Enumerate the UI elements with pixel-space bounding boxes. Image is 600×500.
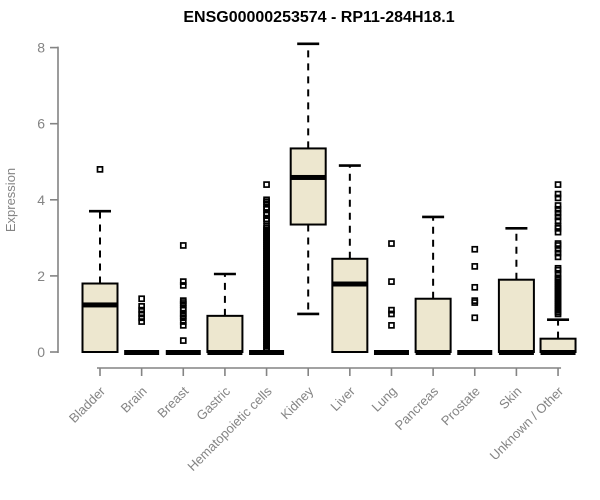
outlier-point: [179, 318, 187, 325]
median-line: [207, 350, 243, 355]
outlier-point: [554, 205, 562, 213]
outlier-point: [554, 228, 562, 236]
box-group-liver: [331, 164, 369, 353]
outlier-point: [138, 302, 145, 310]
outlier-point: [263, 181, 270, 188]
iqr-box: [331, 257, 369, 353]
box-group-bladder: [81, 166, 119, 354]
box-group-kidney: [289, 42, 327, 316]
outlier-point: [388, 240, 395, 247]
outlier-point: [388, 322, 395, 329]
outlier-point: [179, 322, 187, 329]
outlier-point: [388, 278, 395, 285]
x-tick-label: Skin: [496, 384, 524, 412]
outlier-point: [554, 194, 562, 202]
x-tick-label: Liver: [327, 383, 358, 414]
outlier-point: [554, 266, 562, 274]
outlier-point: [388, 306, 395, 314]
outlier-point: [138, 306, 145, 314]
outlier-point: [554, 181, 562, 188]
outlier-point: [138, 314, 145, 322]
x-tick-label: Prostate: [438, 384, 483, 429]
outlier-point: [554, 249, 562, 257]
box-group-skin: [497, 227, 535, 355]
box-group-unknown-other: [539, 181, 577, 355]
outlier-point: [554, 245, 562, 253]
outlier-point: [554, 202, 562, 209]
iqr-box: [289, 147, 327, 226]
outlier-point: [554, 253, 562, 261]
x-tick-label: Unknown / Other: [487, 383, 567, 463]
median-line: [332, 281, 368, 287]
y-axis-label: Expression: [3, 168, 18, 232]
x-tick-label: Bladder: [66, 383, 109, 426]
y-tick-label: 6: [37, 116, 45, 132]
x-tick-label: Kidney: [278, 383, 317, 422]
median-line: [415, 350, 451, 355]
outlier-point: [388, 310, 395, 318]
outlier-point: [138, 295, 145, 303]
iqr-box: [414, 297, 452, 354]
outlier-point: [554, 242, 562, 249]
outlier-point: [471, 245, 479, 253]
chart-title: ENSG00000253574 - RP11-284H18.1: [183, 9, 454, 26]
outlier-point: [179, 242, 187, 249]
y-tick-label: 2: [37, 268, 45, 284]
box-group-hematopoietic-cells: [249, 181, 285, 355]
box-group-prostate: [457, 245, 493, 355]
iqr-box: [206, 314, 244, 354]
y-tick-label: 8: [37, 40, 45, 56]
median-line: [540, 350, 576, 355]
box-group-brain: [124, 295, 160, 355]
iqr-box: [497, 278, 535, 353]
iqr-box: [81, 282, 119, 354]
boxes: [81, 42, 577, 355]
outlier-point: [554, 190, 562, 198]
outlier-point: [471, 299, 479, 306]
box-group-pancreas: [414, 215, 452, 355]
median-line: [124, 350, 160, 355]
x-tick-label: Lung: [369, 384, 400, 415]
box-group-lung: [373, 240, 409, 355]
outlier-point: [179, 337, 187, 344]
median-line: [498, 350, 534, 355]
x-tick-label: Pancreas: [392, 383, 442, 433]
median-line: [249, 350, 285, 355]
median-line: [457, 350, 493, 355]
outlier-point: [179, 314, 187, 322]
outlier-point: [471, 314, 479, 322]
outlier-point: [138, 318, 145, 325]
outlier-point: [471, 283, 479, 291]
outlier-point: [554, 224, 562, 232]
median-line: [290, 174, 326, 180]
outlier-point: [471, 263, 479, 270]
outlier-point: [138, 310, 145, 318]
box-group-gastric: [206, 272, 244, 355]
outlier-point: [554, 213, 562, 221]
median-line: [82, 302, 118, 308]
x-tick-label: Brain: [118, 384, 150, 416]
median-line: [373, 350, 409, 355]
outlier-point: [554, 310, 562, 318]
x-tick-label: Gastric: [193, 383, 233, 423]
outlier-point: [179, 282, 187, 289]
outlier-point: [554, 217, 562, 225]
y-tick-label: 0: [37, 344, 45, 360]
median-line: [165, 350, 201, 355]
outlier-point: [179, 278, 187, 285]
x-tick-label: Breast: [154, 383, 191, 420]
y-tick-label: 4: [37, 192, 45, 208]
outlier-point: [96, 166, 104, 173]
outlier-point: [554, 209, 562, 217]
box-group-breast: [165, 242, 201, 355]
